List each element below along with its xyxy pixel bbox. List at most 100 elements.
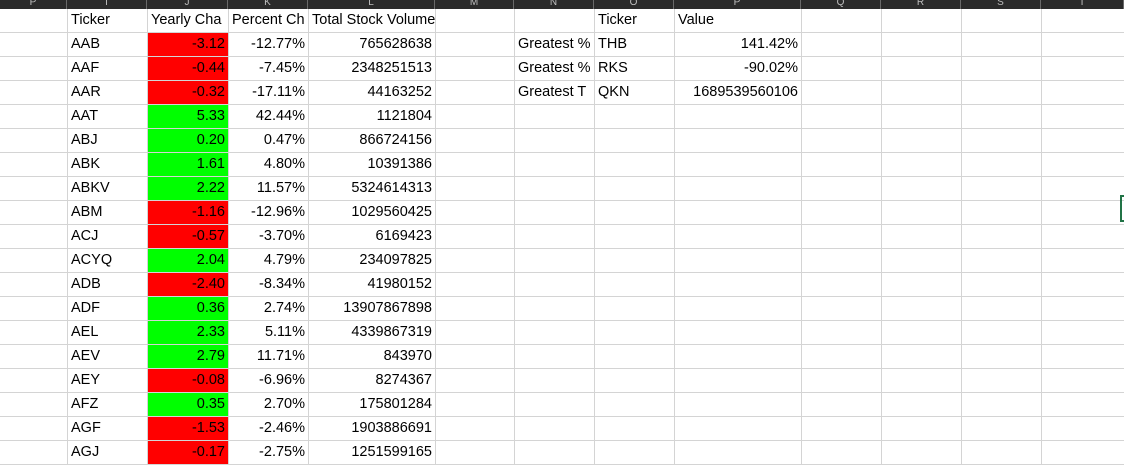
yearly-change-cell[interactable]: 1.61 — [148, 153, 228, 176]
ticker-cell[interactable]: ACJ — [71, 228, 99, 244]
total-volume-cell[interactable]: 175801284 — [359, 396, 432, 412]
percent-change-cell[interactable]: -2.46% — [259, 420, 305, 436]
percent-change-cell[interactable]: -8.34% — [259, 276, 305, 292]
summary-label-cell[interactable]: Greatest T — [518, 84, 587, 100]
ticker-cell[interactable]: ABKV — [71, 180, 110, 196]
spreadsheet-grid[interactable]: Ticker Yearly Cha Percent Ch Total Stock Vo… — [0, 9, 1124, 465]
header-yearly-change[interactable]: Yearly Cha — [151, 12, 222, 28]
ticker-cell[interactable]: ADB — [71, 276, 101, 292]
ticker-cell[interactable]: AEY — [71, 372, 101, 388]
percent-change-cell[interactable]: 0.47% — [263, 132, 305, 148]
percent-change-cell[interactable]: 42.44% — [255, 108, 305, 124]
total-volume-cell[interactable]: 44163252 — [367, 84, 432, 100]
percent-change-cell[interactable]: 11.71% — [256, 348, 305, 364]
total-volume-cell[interactable]: 1903886691 — [351, 420, 432, 436]
total-volume-cell[interactable]: 10391386 — [367, 156, 432, 172]
column-header-10[interactable]: R — [881, 0, 961, 9]
yearly-change-cell[interactable]: -1.53 — [148, 417, 228, 440]
header-total-stock-volume[interactable]: Total Stock Volume — [312, 12, 436, 28]
ticker-cell[interactable]: AGJ — [71, 444, 100, 460]
total-volume-cell[interactable]: 41980152 — [367, 276, 432, 292]
percent-change-cell[interactable]: 4.79% — [263, 252, 305, 268]
header-ticker[interactable]: Ticker — [71, 12, 110, 28]
summary-label-cell[interactable]: Greatest % — [518, 36, 591, 52]
ticker-cell[interactable]: AGF — [71, 420, 101, 436]
percent-change-cell[interactable]: -6.96% — [259, 372, 305, 388]
percent-change-cell[interactable]: -17.11% — [252, 84, 305, 100]
yearly-change-cell[interactable]: 2.22 — [148, 177, 228, 200]
ticker-cell[interactable]: AAT — [71, 108, 99, 124]
column-header-1[interactable]: I — [67, 0, 147, 9]
summary-ticker-cell[interactable]: THB — [598, 36, 627, 52]
summary-label-cell[interactable]: Greatest % — [518, 60, 591, 76]
yearly-change-cell[interactable]: -2.40 — [148, 273, 228, 296]
total-volume-cell[interactable]: 6169423 — [375, 228, 432, 244]
selected-cell-edge[interactable] — [1120, 195, 1124, 222]
summary-value-cell[interactable]: 141.42% — [740, 36, 798, 52]
percent-change-cell[interactable]: -12.96% — [250, 204, 305, 220]
column-header-11[interactable]: S — [961, 0, 1041, 9]
yearly-change-cell[interactable]: 2.04 — [148, 249, 228, 272]
yearly-change-cell[interactable]: 2.79 — [148, 345, 228, 368]
column-header-2[interactable]: J — [147, 0, 228, 9]
percent-change-cell[interactable]: -7.45% — [259, 60, 305, 76]
column-header-4[interactable]: L — [308, 0, 435, 9]
yearly-change-cell[interactable]: 0.35 — [148, 393, 228, 416]
ticker-cell[interactable]: ABK — [71, 156, 101, 172]
yearly-change-cell[interactable]: -3.12 — [148, 33, 228, 56]
yearly-change-cell[interactable]: 0.36 — [148, 297, 228, 320]
column-header-8[interactable]: P — [674, 0, 801, 9]
percent-change-cell[interactable]: 2.70% — [263, 396, 305, 412]
yearly-change-cell[interactable]: 0.20 — [148, 129, 228, 152]
total-volume-cell[interactable]: 1029560425 — [351, 204, 432, 220]
percent-change-cell[interactable]: 11.57% — [256, 180, 305, 196]
total-volume-cell[interactable]: 5324614313 — [351, 180, 432, 196]
total-volume-cell[interactable]: 2348251513 — [351, 60, 432, 76]
column-header-3[interactable]: K — [228, 0, 308, 9]
header-percent-change[interactable]: Percent Ch — [232, 12, 305, 28]
percent-change-cell[interactable]: -3.70% — [259, 228, 305, 244]
summary-header-value[interactable]: Value — [678, 12, 715, 28]
summary-ticker-cell[interactable]: RKS — [598, 60, 628, 76]
yearly-change-cell[interactable]: -0.57 — [148, 225, 228, 248]
ticker-cell[interactable]: AAB — [71, 36, 101, 52]
yearly-change-cell[interactable]: 5.33 — [148, 105, 228, 128]
ticker-cell[interactable]: AAF — [71, 60, 100, 76]
percent-change-cell[interactable]: 4.80% — [263, 156, 305, 172]
column-header-0[interactable]: P — [0, 0, 67, 9]
percent-change-cell[interactable]: -2.75% — [259, 444, 305, 460]
summary-value-cell[interactable]: 1689539560106 — [693, 84, 798, 100]
ticker-cell[interactable]: ABJ — [71, 132, 98, 148]
total-volume-cell[interactable]: 1251599165 — [351, 444, 432, 460]
total-volume-cell[interactable]: 866724156 — [359, 132, 432, 148]
total-volume-cell[interactable]: 234097825 — [359, 252, 432, 268]
total-volume-cell[interactable]: 4339867319 — [351, 324, 432, 340]
ticker-cell[interactable]: ABM — [71, 204, 103, 220]
percent-change-cell[interactable]: 5.11% — [264, 324, 305, 340]
yearly-change-cell[interactable]: -0.32 — [148, 81, 228, 104]
ticker-cell[interactable]: ACYQ — [71, 252, 113, 268]
percent-change-cell[interactable]: 2.74% — [263, 300, 305, 316]
ticker-cell[interactable]: AFZ — [71, 396, 99, 412]
column-header-5[interactable]: M — [435, 0, 514, 9]
column-header-12[interactable]: T — [1041, 0, 1124, 9]
summary-ticker-cell[interactable]: QKN — [598, 84, 630, 100]
ticker-cell[interactable]: AEV — [71, 348, 101, 364]
ticker-cell[interactable]: ADF — [71, 300, 100, 316]
summary-header-ticker[interactable]: Ticker — [598, 12, 637, 28]
yearly-change-cell[interactable]: -0.17 — [148, 441, 228, 464]
total-volume-cell[interactable]: 13907867898 — [343, 300, 432, 316]
column-header-9[interactable]: Q — [801, 0, 881, 9]
percent-change-cell[interactable]: -12.77% — [250, 36, 305, 52]
ticker-cell[interactable]: AEL — [71, 324, 99, 340]
yearly-change-cell[interactable]: -1.16 — [148, 201, 228, 224]
column-header-7[interactable]: O — [594, 0, 674, 9]
yearly-change-cell[interactable]: 2.33 — [148, 321, 228, 344]
total-volume-cell[interactable]: 765628638 — [359, 36, 432, 52]
total-volume-cell[interactable]: 843970 — [383, 348, 432, 364]
summary-value-cell[interactable]: -90.02% — [743, 60, 798, 76]
column-header-6[interactable]: N — [514, 0, 594, 9]
total-volume-cell[interactable]: 1121804 — [376, 108, 432, 124]
yearly-change-cell[interactable]: -0.44 — [148, 57, 228, 80]
yearly-change-cell[interactable]: -0.08 — [148, 369, 228, 392]
